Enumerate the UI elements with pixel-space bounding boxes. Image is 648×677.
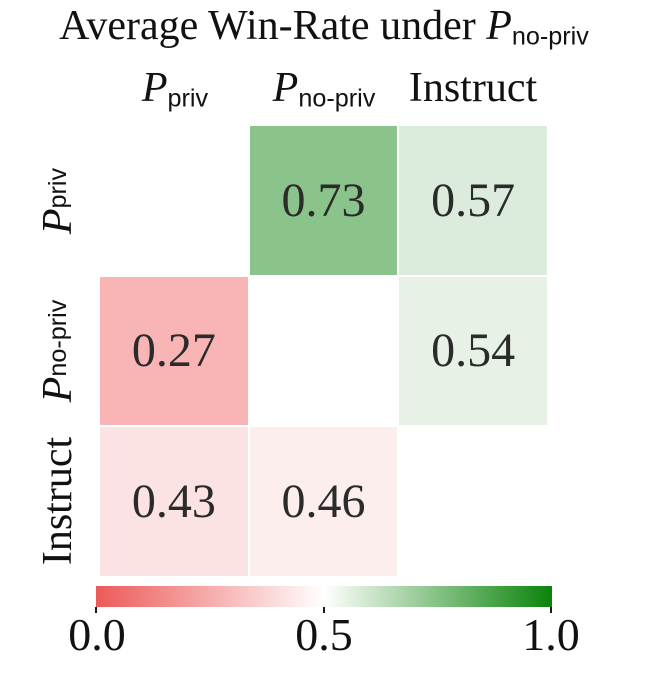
x-axis-label-p-no-priv: Pno-priv [273, 64, 376, 114]
y-axis-label-symbol: P [35, 376, 81, 403]
x-axis-label-subscript: no-priv [298, 84, 376, 113]
heatmap-cell-r1c1 [249, 276, 398, 426]
x-axis-label-symbol: P [272, 65, 299, 111]
x-axis-label-p-priv: Ppriv [142, 64, 208, 114]
heatmap-cell-r0c2: 0.57 [399, 126, 547, 275]
heatmap-cell-r0c0 [100, 126, 248, 275]
chart-title-subscript: no-priv [511, 22, 589, 51]
x-axis-label-symbol: P [141, 65, 168, 111]
y-axis-label-text: Instruct [35, 436, 81, 566]
colorbar-tick-label-0: 0.0 [68, 609, 126, 660]
chart-title-p-symbol: P [486, 3, 512, 49]
colorbar-tick-1 [323, 607, 325, 613]
chart-title: Average Win-Rate under Pno-priv [0, 2, 648, 52]
colorbar-tick-0 [95, 607, 97, 613]
y-axis-label-symbol: P [35, 208, 81, 235]
x-axis-label-subscript: priv [167, 84, 209, 113]
colorbar-tick-label-1: 0.5 [295, 609, 353, 660]
colorbar-tick-2 [550, 607, 552, 613]
chart-title-text: Average Win-Rate under [59, 3, 487, 49]
heatmap-grid: 0.73 0.57 0.27 0.54 0.43 0.46 [100, 126, 547, 576]
y-axis-label-instruct: Instruct [23, 426, 93, 576]
heatmap-cell-r0c1: 0.73 [249, 126, 398, 275]
x-axis-label-text: Instruct [408, 65, 538, 111]
heatmap-cell-r2c0: 0.43 [100, 427, 248, 576]
heatmap-cell-r1c0: 0.27 [100, 276, 248, 426]
colorbar-gradient [96, 586, 552, 607]
heatmap-cell-r1c2: 0.54 [399, 276, 547, 426]
x-axis-label-instruct: Instruct [409, 64, 537, 114]
colorbar-tick-label-2: 1.0 [522, 609, 580, 660]
heatmap-cell-r2c2 [399, 427, 547, 576]
y-axis-label-subscript: priv [43, 167, 72, 209]
heatmap-cell-r2c1: 0.46 [249, 427, 398, 576]
y-axis-label-subscript: no-priv [43, 299, 72, 377]
